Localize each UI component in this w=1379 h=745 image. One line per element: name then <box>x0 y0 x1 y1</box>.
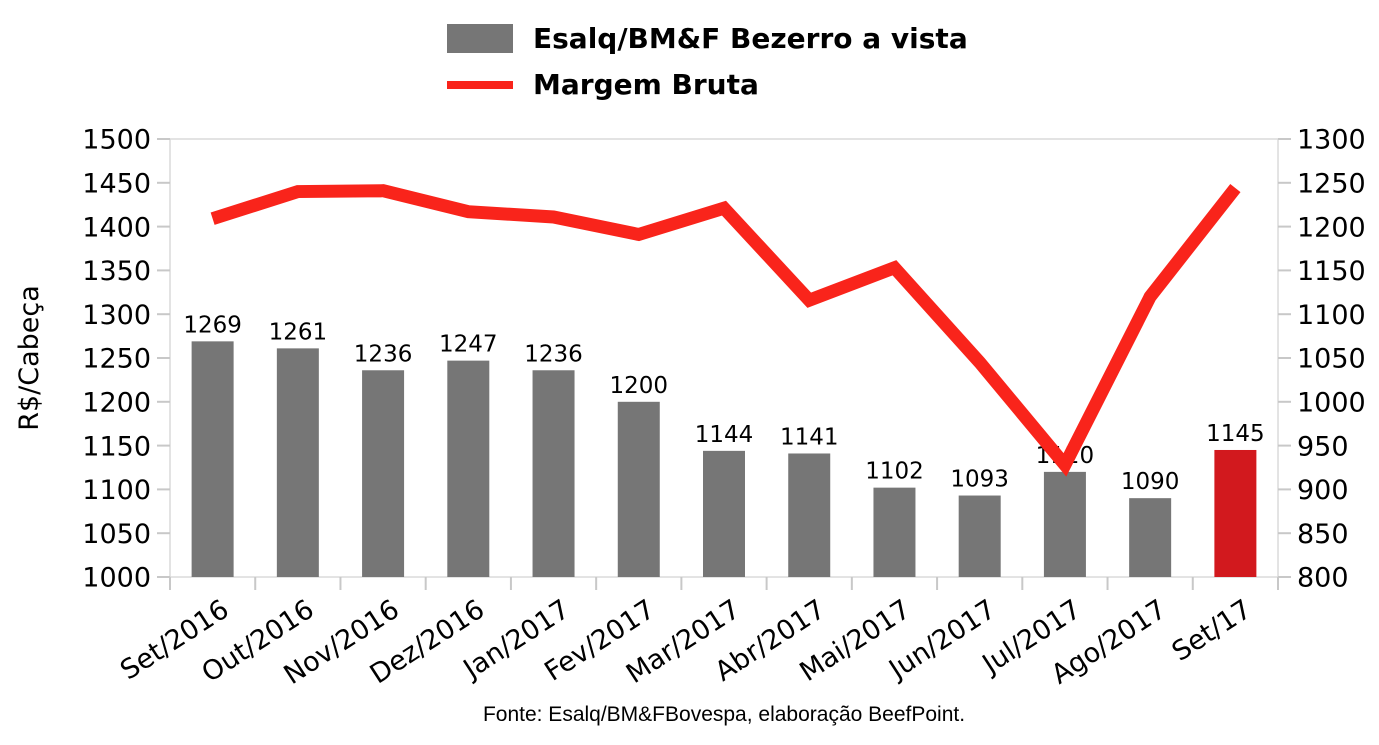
left-axis-tick-label: 1000 <box>82 563 151 594</box>
bar-value-label: 1144 <box>695 422 754 448</box>
right-axis-tick-label: 1050 <box>1297 344 1366 375</box>
left-axis-tick-label: 1500 <box>82 125 151 156</box>
bar-value-label: 1145 <box>1206 421 1265 447</box>
right-axis-tick-label: 950 <box>1297 431 1349 462</box>
right-axis-tick-label: 900 <box>1297 475 1349 506</box>
legend-item-line-series: Margem Bruta <box>447 68 968 101</box>
bar-Fev/2017 <box>617 401 660 577</box>
left-axis-tick-label: 1100 <box>82 475 151 506</box>
bar-value-label: 1090 <box>1121 469 1180 495</box>
bar-value-label: 1261 <box>269 319 328 345</box>
left-axis-tick-label: 1300 <box>82 300 151 331</box>
legend-line-series-label: Margem Bruta <box>533 68 759 101</box>
right-axis-tick-label: 1100 <box>1297 300 1366 331</box>
x-axis-label-Set/17: Set/17 <box>1167 594 1258 668</box>
right-axis-tick-label: 1250 <box>1297 169 1366 200</box>
bar-value-label: 1102 <box>865 459 924 485</box>
bar-Set/17 <box>1214 449 1257 577</box>
bar-value-label: 1141 <box>780 424 839 450</box>
right-axis-tick-label: 800 <box>1297 563 1349 594</box>
left-axis-tick-label: 1400 <box>82 212 151 243</box>
right-axis-tick-label: 1200 <box>1297 212 1366 243</box>
bar-Jan/2017 <box>532 370 575 577</box>
bar-value-label: 1200 <box>609 373 668 399</box>
bar-value-label: 1093 <box>950 467 1009 493</box>
left-axis-tick-label: 1150 <box>82 431 151 462</box>
legend-bar-swatch-icon <box>447 24 513 53</box>
bar-Mar/2017 <box>703 450 745 577</box>
left-axis-tick-label: 1250 <box>82 344 151 375</box>
right-axis-tick-label: 1300 <box>1297 125 1366 156</box>
bar-value-label: 1269 <box>183 312 242 338</box>
left-axis-tick-label: 1200 <box>82 388 151 419</box>
chart-legend: Esalq/BM&F Bezerro a vista Margem Bruta <box>447 22 968 101</box>
bar-Abr/2017 <box>788 453 831 577</box>
bar-Ago/2017 <box>1129 498 1172 577</box>
bar-Dez/2016 <box>447 360 490 577</box>
right-axis-tick-label: 850 <box>1297 519 1349 550</box>
bar-value-label: 1236 <box>524 341 583 367</box>
left-axis-tick-label: 1350 <box>82 256 151 287</box>
margem-bruta-line <box>210 184 1241 477</box>
bar-value-label: 1236 <box>354 341 413 367</box>
bar-Jun/2017 <box>958 495 1001 577</box>
bar-value-label: 1247 <box>439 332 498 358</box>
bar-Nov/2016 <box>362 370 405 577</box>
right-axis-tick-label: 1150 <box>1297 256 1366 287</box>
legend-bar-series-label: Esalq/BM&F Bezerro a vista <box>533 22 968 55</box>
left-axis-title: R$/Cabeça <box>14 285 45 431</box>
legend-line-swatch-icon <box>447 80 513 89</box>
right-axis-tick-label: 1000 <box>1297 388 1366 419</box>
left-axis-tick-label: 1450 <box>82 169 151 200</box>
legend-item-bar-series: Esalq/BM&F Bezerro a vista <box>447 22 968 55</box>
left-axis-tick-label: 1050 <box>82 519 151 550</box>
bar-Set/2016 <box>191 341 234 577</box>
bar-Out/2016 <box>276 348 319 577</box>
bar-Mai/2017 <box>873 487 916 577</box>
bar-Jul/2017 <box>1043 471 1086 577</box>
source-note: Fonte: Esalq/BM&FBovespa, elaboração Bee… <box>482 703 966 726</box>
combo-chart: 1000 1050 1100 1150 1200 1250 1300 1350 1400 1450… <box>14 125 1366 691</box>
